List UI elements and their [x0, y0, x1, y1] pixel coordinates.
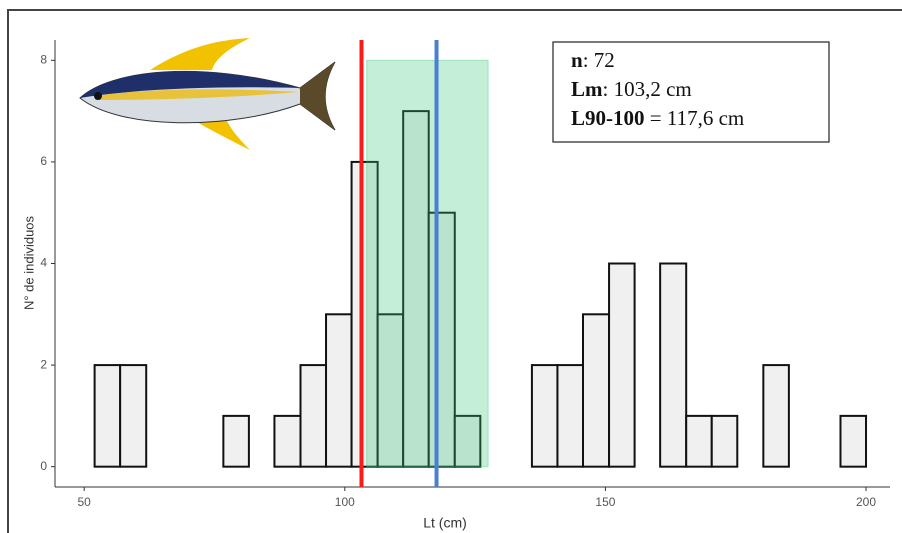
- histogram-bar: [453, 414, 482, 468]
- range-band: [366, 59, 489, 468]
- histogram-bar: [710, 414, 739, 468]
- y-tick-label: 8: [40, 52, 47, 66]
- histogram-bar: [685, 414, 713, 468]
- x-tick-label: 50: [78, 495, 92, 509]
- y-tick-label: 4: [40, 256, 47, 270]
- histogram-bar: [325, 313, 353, 468]
- y-tick-label: 6: [40, 154, 47, 168]
- histogram-bar: [350, 160, 379, 468]
- y-tick-label: 2: [40, 357, 47, 371]
- stat-label: L90-100: [571, 106, 645, 130]
- stat-value: : 72: [583, 48, 615, 72]
- histogram-bar: [222, 414, 250, 468]
- histogram-bar: [402, 110, 430, 468]
- histogram-bar: [93, 364, 122, 468]
- histogram-bar: [530, 364, 559, 468]
- x-axis-label: Lt (cm): [423, 515, 467, 531]
- stats-box: [552, 41, 830, 143]
- histogram-bar: [659, 262, 688, 468]
- fish-illustration: [79, 38, 336, 150]
- y-tick-label: 0: [40, 459, 47, 473]
- histogram-bar: [762, 364, 790, 468]
- stat-line: Lm: 103,2 cm: [571, 77, 692, 101]
- histogram-bar: [581, 313, 611, 468]
- y-axis-label: N° de individuos: [21, 215, 36, 310]
- stat-label: n: [571, 48, 583, 72]
- histogram-bar: [839, 414, 868, 468]
- stat-value: : 103,2 cm: [603, 77, 692, 101]
- x-tick-label: 150: [595, 495, 615, 509]
- stat-line: n: 72: [571, 48, 615, 72]
- histogram-bar: [119, 364, 148, 468]
- histogram-bar: [299, 364, 328, 468]
- stat-label: Lm: [571, 77, 603, 101]
- histogram-bar: [273, 414, 302, 468]
- stat-line: L90-100 = 117,6 cm: [571, 106, 744, 130]
- x-tick-label: 100: [335, 495, 355, 509]
- histogram-bar: [608, 262, 636, 468]
- window-frame: [7, 9, 902, 533]
- x-tick-label: 200: [856, 495, 876, 509]
- histogram-bar: [376, 313, 405, 468]
- stat-value: = 117,6 cm: [645, 106, 745, 130]
- histogram-bar: [556, 364, 584, 468]
- histogram-bar: [427, 211, 456, 468]
